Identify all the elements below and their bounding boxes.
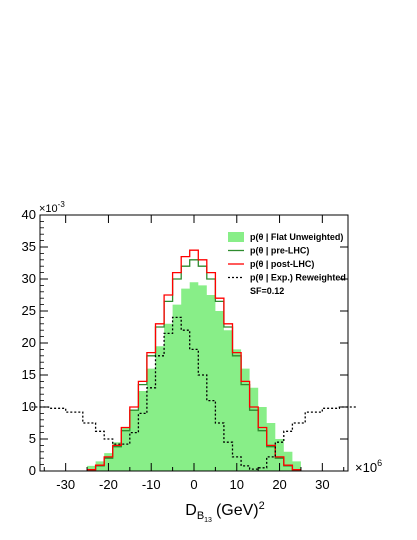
series-flat-unweighted-fill xyxy=(87,282,301,471)
x-multiplier-base: ×10 xyxy=(355,460,377,475)
legend-label: p(θ | Exp.) Reweighted xyxy=(250,273,346,283)
x-tick-label: 20 xyxy=(272,477,286,492)
x-axis-label-power: 2 xyxy=(259,500,265,512)
x-tick-label: -20 xyxy=(99,477,118,492)
series-pre-lhc-line xyxy=(87,259,301,471)
y-tick-label: 40 xyxy=(22,207,36,222)
legend-label: p(θ | pre-LHC) xyxy=(250,246,309,256)
x-axis-label-sub: B xyxy=(197,510,204,522)
y-axis-multiplier: ×10-3 xyxy=(39,200,65,215)
annotation-sf: SF=0.12 xyxy=(250,286,284,296)
x-tick-label: 30 xyxy=(315,477,329,492)
series-post-lhc-line xyxy=(87,249,301,471)
y-tick-label: 25 xyxy=(22,303,36,318)
x-axis-label: DB13 (GeV)2 xyxy=(185,500,265,524)
legend-label: p(θ | Flat Unweighted) xyxy=(250,232,343,242)
x-axis-label-main: D xyxy=(185,502,197,519)
legend-swatch-fill xyxy=(228,232,244,242)
y-tick-label: 20 xyxy=(22,335,36,350)
x-axis-label-unit: (GeV) xyxy=(216,502,259,519)
y-tick-label: 35 xyxy=(22,239,36,254)
y-tick-label: 10 xyxy=(22,399,36,414)
legend: p(θ | Flat Unweighted) p(θ | pre-LHC) p(θ … xyxy=(228,232,346,296)
x-tick-label: -10 xyxy=(142,477,161,492)
y-tick-label: 30 xyxy=(22,271,36,286)
y-tick-label: 5 xyxy=(29,431,36,446)
y-multiplier-exp: -3 xyxy=(58,200,66,209)
plot-area xyxy=(31,249,357,471)
series-exp-reweighted-line xyxy=(31,316,357,470)
x-tick-label: 10 xyxy=(230,477,244,492)
legend-label: p(θ | post-LHC) xyxy=(250,259,314,269)
x-axis-multiplier: ×106 xyxy=(355,458,382,475)
x-multiplier-exp: 6 xyxy=(377,458,382,468)
y-tick-label: 0 xyxy=(29,463,36,478)
x-tick-label: 0 xyxy=(190,477,197,492)
y-multiplier-base: ×10 xyxy=(39,203,58,215)
y-tick-label: 15 xyxy=(22,367,36,382)
x-axis-label-subsub: 13 xyxy=(204,517,212,524)
axes: -30 -20 -10 0 10 20 30 0 5 10 15 20 25 30 35 40 xyxy=(22,207,349,492)
x-tick-label: -30 xyxy=(56,477,75,492)
